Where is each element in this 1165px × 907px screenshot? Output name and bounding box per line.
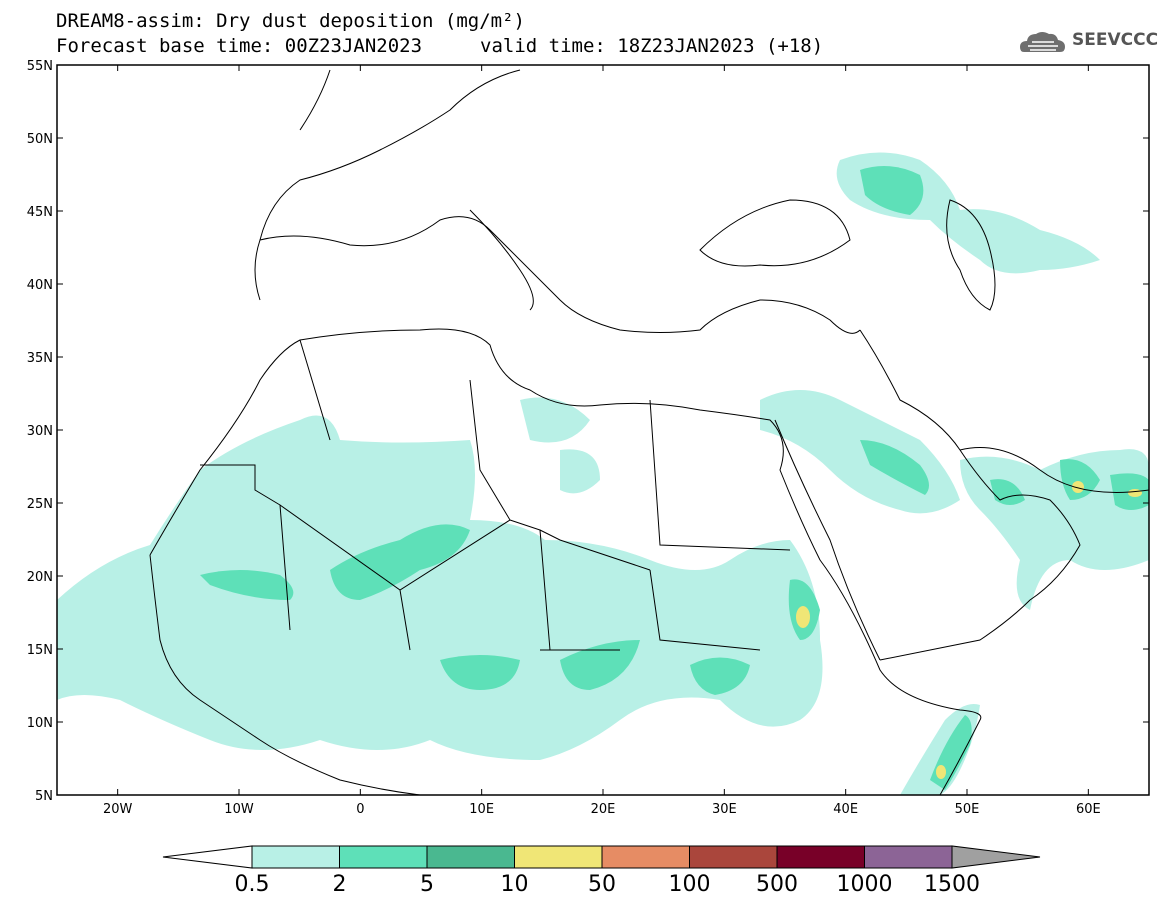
colorbar-swatch [339,845,428,869]
longitude-axis: 20W 10W 0 10E 20E 30E 40E 50E 60E [103,65,1101,817]
dust-core-west [200,570,294,600]
colorbar-label: 2 [333,872,347,897]
coast-arabia [859,329,1081,661]
cloud-logo-icon [1020,32,1065,52]
colorbar-swatch [601,845,690,869]
colorbar: 0.5 2 5 10 50 100 500 1000 1500 [162,845,1041,897]
lon-label: 0 [356,802,364,817]
colorbar-label: 1500 [924,872,980,897]
dust-core-caspian [860,166,924,215]
colorbar-right-arrow [951,845,1041,869]
border-maghreb [200,339,791,631]
dust-core-gulf [990,459,1149,510]
colorbar-label: 1000 [837,872,893,897]
lon-label: 60E [1076,802,1101,817]
forecast-base-time: Forecast base time: 00Z23JAN2023 [56,35,423,57]
dust-core-chad [440,655,520,690]
colorbar-swatch [776,845,865,869]
coast-italy [469,209,534,311]
colorbar-swatch [426,845,515,869]
lon-label: 20W [103,802,133,817]
lat-label: 20N [27,570,53,585]
dust-core-arabia [860,440,929,495]
lat-label: 10N [27,716,53,731]
dust-core-mali [330,524,470,600]
coast-caspian [946,199,996,311]
dust-hotspot-iran-1 [1072,481,1084,493]
lat-label: 40N [27,278,53,293]
lon-label: 10E [469,802,494,817]
lat-label: 5N [35,789,53,804]
latitude-axis: 55N 50N 45N 40N 35N 30N 25N 20N 15N 10N 5N [27,59,1149,804]
colorbar-label: 500 [756,872,798,897]
map-title: DREAM8-assim: Dry dust deposition (mg/m²… [56,10,525,32]
dust-core-darfur [690,657,750,695]
colorbar-left-arrow [162,845,253,869]
lat-label: 25N [27,497,53,512]
lon-label: 50E [955,802,980,817]
lat-label: 15N [27,643,53,658]
lon-label: 20E [591,802,616,817]
lat-label: 30N [27,424,53,439]
coast-black-sea [699,199,851,267]
dust-field-sahara [57,415,823,760]
dust-core-sudan [560,640,640,690]
colorbar-label: 10 [501,872,529,897]
colorbar-label: 0.5 [235,872,270,897]
colorbar-swatch [514,845,603,869]
coast-mediterranean-north [254,216,861,334]
border-sahel [279,504,761,651]
coast-iran [959,447,1149,493]
dust-hotspot-ethiopia [796,606,810,628]
valid-time: valid time: 18Z23JAN2023 (+18) [480,35,824,57]
dust-hotspot-somalia [936,765,946,779]
lon-label: 10W [224,802,254,817]
colorbar-label: 5 [420,872,434,897]
colorbar-swatch [689,845,778,869]
coast-africa-west [149,554,421,795]
dust-hotspot-iran-2 [1128,489,1142,497]
coastlines [149,69,1149,795]
coast-europe-north [259,69,521,241]
colorbar-label: 50 [588,872,616,897]
lat-label: 55N [27,59,53,74]
dust-field-libya [520,397,600,494]
colorbar-label: 100 [669,872,711,897]
lon-label: 30E [712,802,737,817]
lon-label: 40E [833,802,858,817]
lat-label: 45N [27,205,53,220]
logo-text: SEEVCCC [1072,30,1159,50]
colorbar-swatch [251,845,340,869]
lat-label: 35N [27,351,53,366]
dust-shading [57,152,1149,795]
lat-label: 50N [27,132,53,147]
coast-red-sea-east [774,419,881,661]
colorbar-swatch [864,845,953,869]
